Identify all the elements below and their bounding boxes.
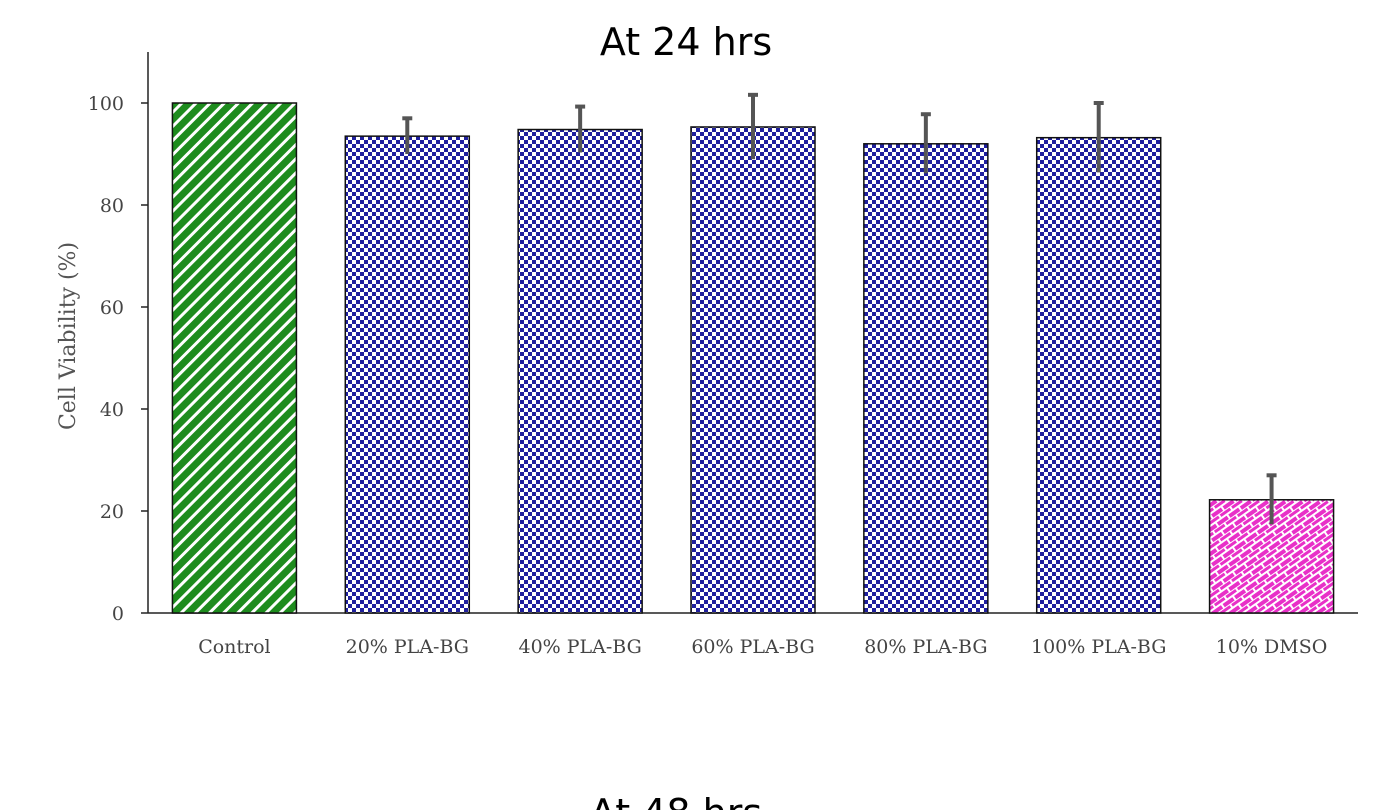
bar [171, 102, 298, 614]
x-tick-label: 10% DMSO [1216, 636, 1328, 658]
x-tick-label: 80% PLA-BG [864, 636, 987, 658]
x-tick-label: 100% PLA-BG [1031, 636, 1166, 658]
y-tick-label: 60 [100, 297, 124, 319]
y-tick-label: 40 [100, 399, 124, 421]
bar [344, 135, 471, 614]
y-tick-label: 100 [88, 93, 124, 115]
y-tick-label: 80 [100, 195, 124, 217]
y-axis-label: Cell Viability (%) [56, 242, 81, 430]
x-tick-label: Control [198, 636, 270, 658]
x-tick-label: 40% PLA-BG [518, 636, 641, 658]
y-tick-label: 20 [100, 501, 124, 523]
bar [517, 128, 643, 614]
second-chart-title: At 48 hrs [590, 791, 762, 810]
bar [690, 126, 816, 614]
bar [863, 143, 989, 614]
plot-area: 0 20 40 60 80 100 Control 20% PLA-BG 40% PLA-BG 6… [88, 52, 1358, 658]
x-tick-label: 60% PLA-BG [691, 636, 814, 658]
y-tick-label: 0 [112, 603, 124, 625]
x-tick-label: 20% PLA-BG [346, 636, 469, 658]
bar [1035, 136, 1162, 614]
chart-title: At 24 hrs [600, 20, 772, 64]
